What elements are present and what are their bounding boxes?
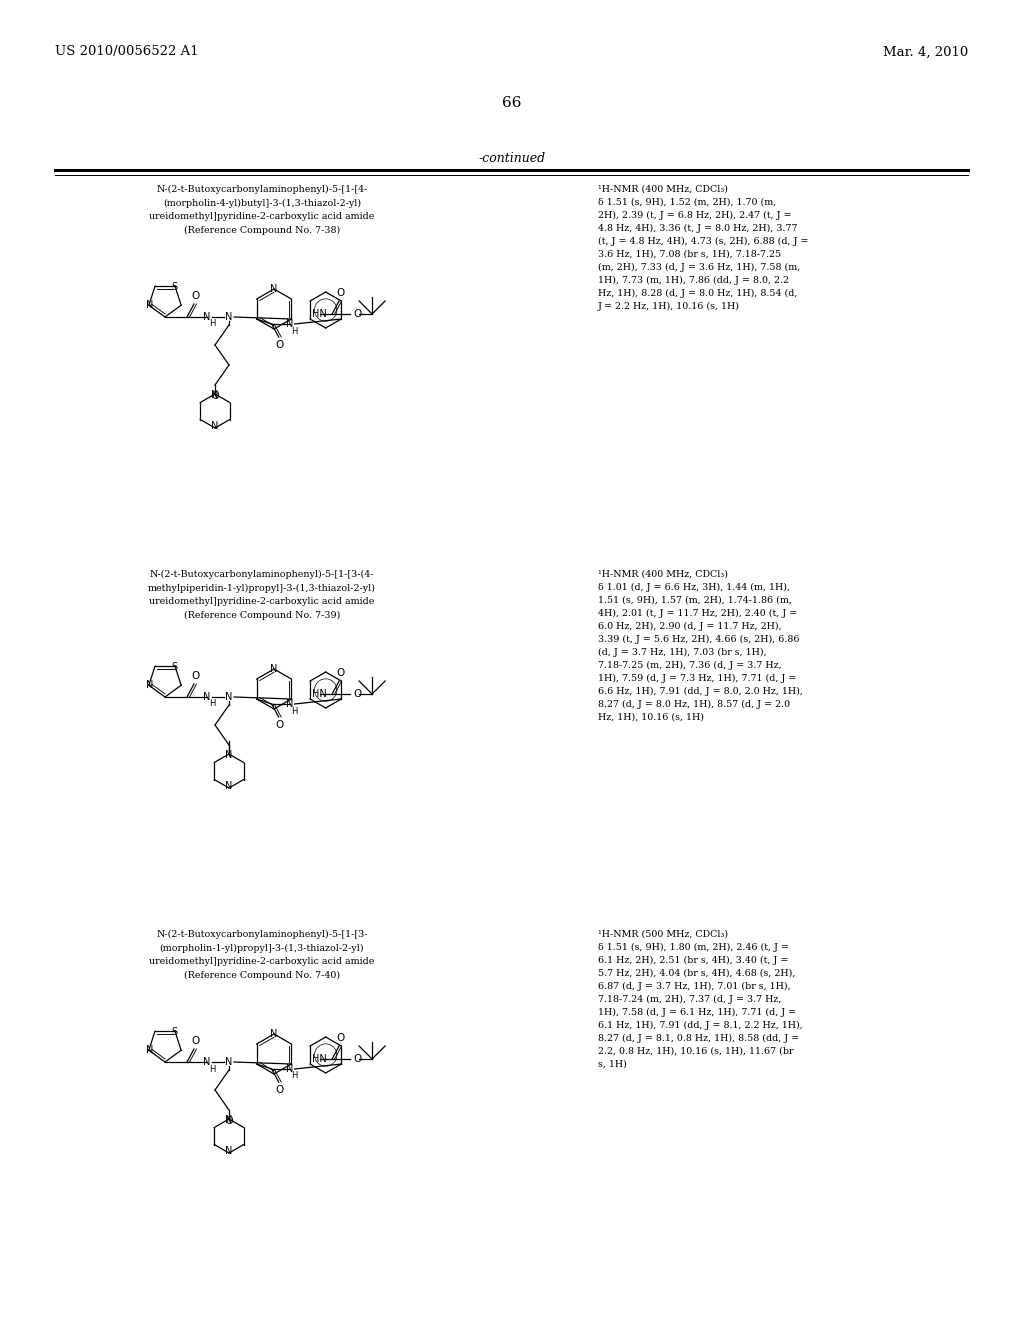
Text: ¹H-NMR (400 MHz, CDCl₃): ¹H-NMR (400 MHz, CDCl₃): [598, 570, 728, 579]
Text: N: N: [211, 421, 219, 432]
Text: O: O: [353, 1053, 361, 1064]
Text: Hz, 1H), 8.28 (d, J = 8.0 Hz, 1H), 8.54 (d,: Hz, 1H), 8.28 (d, J = 8.0 Hz, 1H), 8.54 …: [598, 289, 798, 298]
Text: ureidomethyl]pyridine-2-carboxylic acid amide: ureidomethyl]pyridine-2-carboxylic acid …: [150, 957, 375, 966]
Text: N: N: [146, 680, 154, 690]
Text: 4.8 Hz, 4H), 3.36 (t, J = 8.0 Hz, 2H), 3.77: 4.8 Hz, 4H), 3.36 (t, J = 8.0 Hz, 2H), 3…: [598, 224, 798, 234]
Text: N-(2-t-Butoxycarbonylaminophenyl)-5-[1-[4-: N-(2-t-Butoxycarbonylaminophenyl)-5-[1-[…: [157, 185, 368, 194]
Text: J = 2.2 Hz, 1H), 10.16 (s, 1H): J = 2.2 Hz, 1H), 10.16 (s, 1H): [598, 302, 740, 312]
Text: (Reference Compound No. 7-40): (Reference Compound No. 7-40): [184, 970, 340, 979]
Text: O: O: [211, 391, 219, 401]
Text: O: O: [275, 1085, 284, 1096]
Text: 3.6 Hz, 1H), 7.08 (br s, 1H), 7.18-7.25: 3.6 Hz, 1H), 7.08 (br s, 1H), 7.18-7.25: [598, 249, 781, 259]
Text: 1H), 7.59 (d, J = 7.3 Hz, 1H), 7.71 (d, J =: 1H), 7.59 (d, J = 7.3 Hz, 1H), 7.71 (d, …: [598, 675, 797, 684]
Text: 6.1 Hz, 2H), 2.51 (br s, 4H), 3.40 (t, J =: 6.1 Hz, 2H), 2.51 (br s, 4H), 3.40 (t, J…: [598, 956, 788, 965]
Text: HN: HN: [312, 1053, 327, 1064]
Text: δ 1.01 (d, J = 6.6 Hz, 3H), 1.44 (m, 1H),: δ 1.01 (d, J = 6.6 Hz, 3H), 1.44 (m, 1H)…: [598, 583, 790, 593]
Text: N: N: [225, 312, 232, 322]
Text: s, 1H): s, 1H): [598, 1060, 627, 1069]
Text: US 2010/0056522 A1: US 2010/0056522 A1: [55, 45, 199, 58]
Text: N: N: [146, 300, 154, 310]
Text: (morpholin-4-yl)butyl]-3-(1,3-thiazol-2-yl): (morpholin-4-yl)butyl]-3-(1,3-thiazol-2-…: [163, 198, 361, 207]
Text: N: N: [146, 1045, 154, 1055]
Text: N-(2-t-Butoxycarbonylaminophenyl)-5-[1-[3-(4-: N-(2-t-Butoxycarbonylaminophenyl)-5-[1-[…: [150, 570, 374, 579]
Text: O: O: [275, 341, 284, 350]
Text: O: O: [190, 290, 199, 301]
Text: δ 1.51 (s, 9H), 1.80 (m, 2H), 2.46 (t, J =: δ 1.51 (s, 9H), 1.80 (m, 2H), 2.46 (t, J…: [598, 942, 790, 952]
Text: HN: HN: [312, 309, 327, 319]
Text: (d, J = 3.7 Hz, 1H), 7.03 (br s, 1H),: (d, J = 3.7 Hz, 1H), 7.03 (br s, 1H),: [598, 648, 767, 657]
Text: O: O: [190, 1036, 199, 1045]
Text: 6.6 Hz, 1H), 7.91 (dd, J = 8.0, 2.0 Hz, 1H),: 6.6 Hz, 1H), 7.91 (dd, J = 8.0, 2.0 Hz, …: [598, 686, 803, 696]
Text: 6.0 Hz, 2H), 2.90 (d, J = 11.7 Hz, 2H),: 6.0 Hz, 2H), 2.90 (d, J = 11.7 Hz, 2H),: [598, 622, 781, 631]
Text: 6.87 (d, J = 3.7 Hz, 1H), 7.01 (br s, 1H),: 6.87 (d, J = 3.7 Hz, 1H), 7.01 (br s, 1H…: [598, 982, 791, 991]
Text: O: O: [225, 1115, 232, 1126]
Text: N: N: [225, 750, 232, 760]
Text: ¹H-NMR (500 MHz, CDCl₃): ¹H-NMR (500 MHz, CDCl₃): [598, 931, 728, 939]
Text: 5.7 Hz, 2H), 4.04 (br s, 4H), 4.68 (s, 2H),: 5.7 Hz, 2H), 4.04 (br s, 4H), 4.68 (s, 2…: [598, 969, 796, 978]
Text: N-(2-t-Butoxycarbonylaminophenyl)-5-[1-[3-: N-(2-t-Butoxycarbonylaminophenyl)-5-[1-[…: [157, 931, 368, 939]
Text: 4H), 2.01 (t, J = 11.7 Hz, 2H), 2.40 (t, J =: 4H), 2.01 (t, J = 11.7 Hz, 2H), 2.40 (t,…: [598, 609, 798, 618]
Text: δ 1.51 (s, 9H), 1.52 (m, 2H), 1.70 (m,: δ 1.51 (s, 9H), 1.52 (m, 2H), 1.70 (m,: [598, 198, 776, 207]
Text: O: O: [336, 288, 344, 298]
Text: O: O: [190, 671, 199, 681]
Text: -continued: -continued: [478, 152, 546, 165]
Text: S: S: [171, 1027, 177, 1038]
Text: N: N: [286, 319, 293, 329]
Text: H: H: [209, 700, 215, 709]
Text: N: N: [225, 1057, 232, 1067]
Text: (morpholin-1-yl)propyl]-3-(1,3-thiazol-2-yl): (morpholin-1-yl)propyl]-3-(1,3-thiazol-2…: [160, 944, 365, 953]
Text: methylpiperidin-1-yl)propyl]-3-(1,3-thiazol-2-yl): methylpiperidin-1-yl)propyl]-3-(1,3-thia…: [148, 583, 376, 593]
Text: HN: HN: [312, 689, 327, 700]
Text: (m, 2H), 7.33 (d, J = 3.6 Hz, 1H), 7.58 (m,: (m, 2H), 7.33 (d, J = 3.6 Hz, 1H), 7.58 …: [598, 263, 800, 272]
Text: O: O: [336, 668, 344, 678]
Text: (Reference Compound No. 7-39): (Reference Compound No. 7-39): [184, 610, 340, 619]
Text: N: N: [204, 312, 211, 322]
Text: N: N: [211, 389, 219, 400]
Text: N: N: [225, 1115, 232, 1125]
Text: 8.27 (d, J = 8.1, 0.8 Hz, 1H), 8.58 (dd, J =: 8.27 (d, J = 8.1, 0.8 Hz, 1H), 8.58 (dd,…: [598, 1034, 800, 1043]
Text: S: S: [171, 282, 177, 292]
Text: Hz, 1H), 10.16 (s, 1H): Hz, 1H), 10.16 (s, 1H): [598, 713, 705, 722]
Text: S: S: [171, 663, 177, 672]
Text: N: N: [270, 284, 278, 294]
Text: N: N: [204, 692, 211, 702]
Text: N: N: [286, 1064, 293, 1074]
Text: N: N: [225, 781, 232, 791]
Text: 3.39 (t, J = 5.6 Hz, 2H), 4.66 (s, 2H), 6.86: 3.39 (t, J = 5.6 Hz, 2H), 4.66 (s, 2H), …: [598, 635, 800, 644]
Text: 6.1 Hz, 1H), 7.91 (dd, J = 8.1, 2.2 Hz, 1H),: 6.1 Hz, 1H), 7.91 (dd, J = 8.1, 2.2 Hz, …: [598, 1020, 803, 1030]
Text: O: O: [353, 689, 361, 700]
Text: ureidomethyl]pyridine-2-carboxylic acid amide: ureidomethyl]pyridine-2-carboxylic acid …: [150, 213, 375, 220]
Text: N: N: [204, 1057, 211, 1067]
Text: Mar. 4, 2010: Mar. 4, 2010: [883, 45, 968, 58]
Text: N: N: [270, 1030, 278, 1039]
Text: 2H), 2.39 (t, J = 6.8 Hz, 2H), 2.47 (t, J =: 2H), 2.39 (t, J = 6.8 Hz, 2H), 2.47 (t, …: [598, 211, 792, 220]
Text: H: H: [209, 1064, 215, 1073]
Text: N: N: [225, 1146, 232, 1156]
Text: O: O: [275, 719, 284, 730]
Text: O: O: [336, 1034, 344, 1043]
Text: H: H: [292, 1072, 298, 1081]
Text: (t, J = 4.8 Hz, 4H), 4.73 (s, 2H), 6.88 (d, J =: (t, J = 4.8 Hz, 4H), 4.73 (s, 2H), 6.88 …: [598, 238, 809, 246]
Text: 1H), 7.58 (d, J = 6.1 Hz, 1H), 7.71 (d, J =: 1H), 7.58 (d, J = 6.1 Hz, 1H), 7.71 (d, …: [598, 1008, 797, 1018]
Text: 7.18-7.24 (m, 2H), 7.37 (d, J = 3.7 Hz,: 7.18-7.24 (m, 2H), 7.37 (d, J = 3.7 Hz,: [598, 995, 781, 1005]
Text: 8.27 (d, J = 8.0 Hz, 1H), 8.57 (d, J = 2.0: 8.27 (d, J = 8.0 Hz, 1H), 8.57 (d, J = 2…: [598, 700, 791, 709]
Text: H: H: [292, 706, 298, 715]
Text: ureidomethyl]pyridine-2-carboxylic acid amide: ureidomethyl]pyridine-2-carboxylic acid …: [150, 597, 375, 606]
Text: O: O: [353, 309, 361, 319]
Text: 2.2, 0.8 Hz, 1H), 10.16 (s, 1H), 11.67 (br: 2.2, 0.8 Hz, 1H), 10.16 (s, 1H), 11.67 (…: [598, 1047, 794, 1056]
Text: H: H: [209, 319, 215, 329]
Text: 1.51 (s, 9H), 1.57 (m, 2H), 1.74-1.86 (m,: 1.51 (s, 9H), 1.57 (m, 2H), 1.74-1.86 (m…: [598, 597, 792, 605]
Text: N: N: [270, 664, 278, 675]
Text: N: N: [286, 700, 293, 709]
Text: N: N: [225, 692, 232, 702]
Text: ¹H-NMR (400 MHz, CDCl₃): ¹H-NMR (400 MHz, CDCl₃): [598, 185, 728, 194]
Text: (Reference Compound No. 7-38): (Reference Compound No. 7-38): [184, 226, 340, 235]
Text: 1H), 7.73 (m, 1H), 7.86 (dd, J = 8.0, 2.2: 1H), 7.73 (m, 1H), 7.86 (dd, J = 8.0, 2.…: [598, 276, 790, 285]
Text: 66: 66: [502, 96, 522, 110]
Text: 7.18-7.25 (m, 2H), 7.36 (d, J = 3.7 Hz,: 7.18-7.25 (m, 2H), 7.36 (d, J = 3.7 Hz,: [598, 661, 781, 671]
Text: H: H: [292, 326, 298, 335]
